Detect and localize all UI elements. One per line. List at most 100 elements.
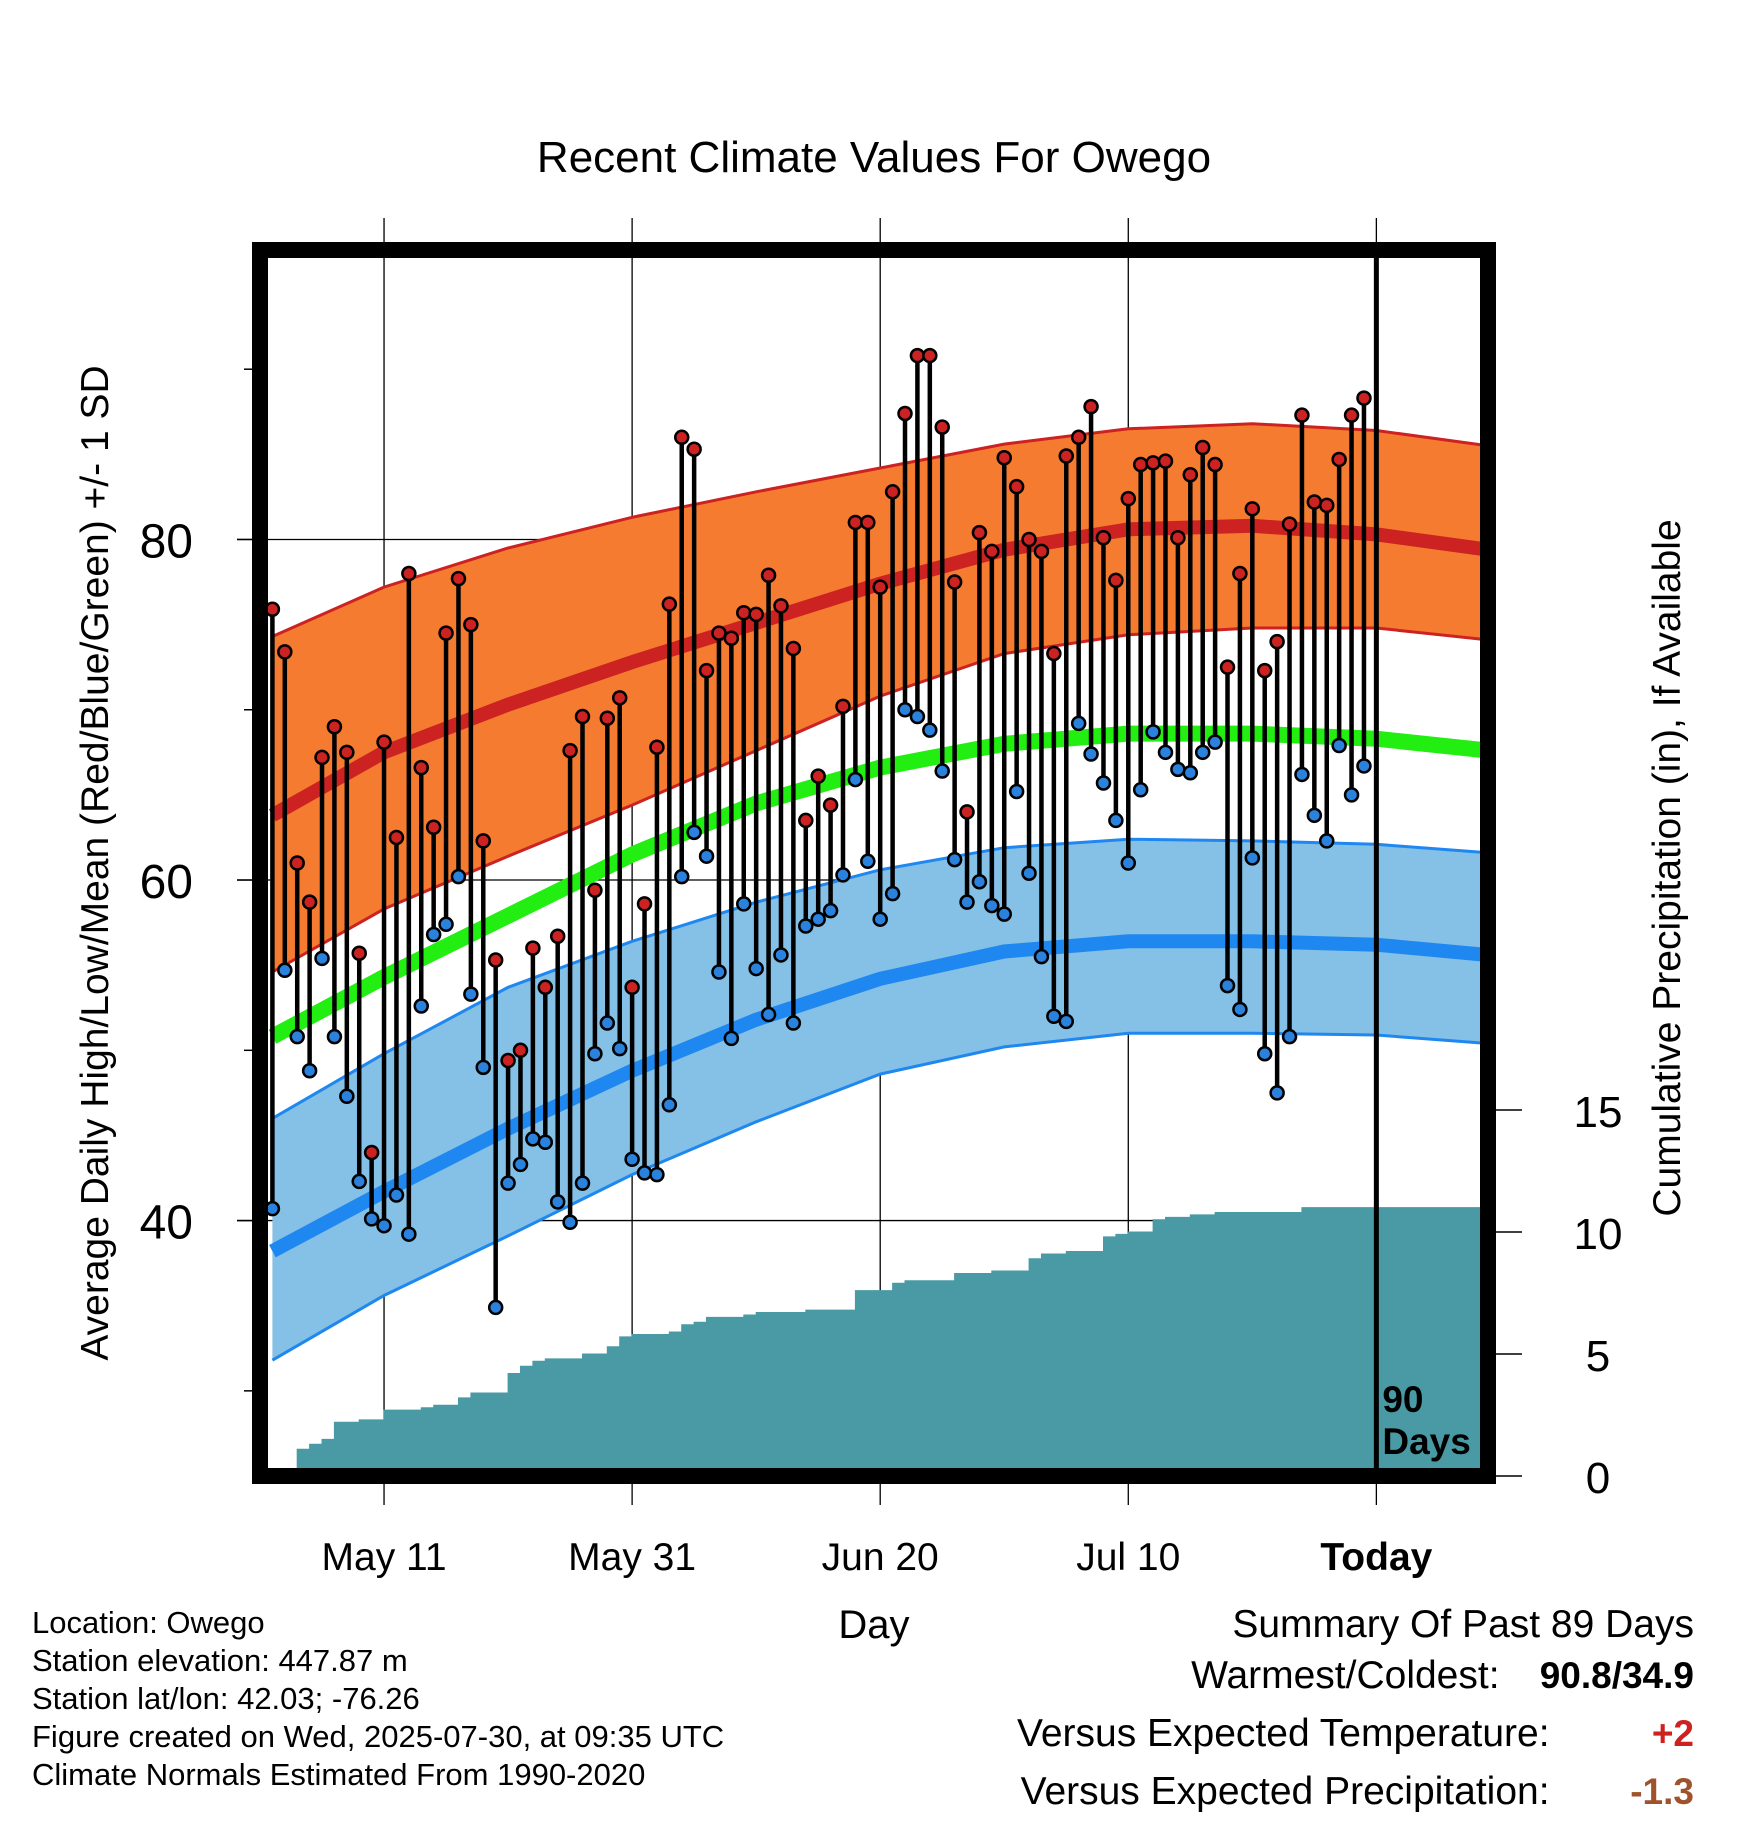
low-point — [971, 873, 988, 890]
high-point — [1331, 451, 1347, 468]
low-point — [1256, 1045, 1273, 1062]
high-point — [401, 565, 417, 582]
low-point — [909, 708, 926, 725]
high-point — [847, 514, 864, 531]
precip-area — [278, 1207, 1488, 1476]
low-point — [1294, 766, 1310, 783]
high-point — [1083, 398, 1099, 415]
low-point — [1182, 765, 1199, 781]
y2-axis-label: Cumulative Precipitation (in), If Availa… — [1646, 519, 1689, 1216]
low-point — [624, 1151, 640, 1168]
today-days-number: 90 — [1382, 1379, 1423, 1420]
high-point — [959, 804, 975, 820]
summary-heading: Summary Of Past 89 Days — [1232, 1603, 1694, 1646]
high-point — [649, 739, 665, 755]
y2-tick-label: 15 — [1574, 1088, 1623, 1137]
low-point — [1356, 758, 1372, 774]
high-point — [599, 710, 616, 727]
low-point — [1070, 715, 1087, 732]
high-point — [1232, 565, 1248, 582]
low-point — [959, 894, 975, 910]
high-point — [1132, 456, 1149, 473]
high-point — [574, 708, 591, 725]
low-point — [1145, 724, 1161, 740]
high-point — [773, 598, 789, 614]
high-point — [872, 579, 888, 595]
high-point — [363, 1144, 380, 1161]
high-point — [909, 347, 926, 364]
high-point — [339, 744, 355, 761]
y-axis-label: Average Daily High/Low/Mean (Red/Blue/Gr… — [74, 365, 117, 1360]
low-point — [810, 911, 826, 927]
y-tick-label: 40 — [140, 1197, 193, 1250]
low-point — [339, 1088, 355, 1105]
low-point — [1219, 977, 1236, 994]
low-point — [326, 1028, 343, 1045]
high-point — [1281, 516, 1298, 532]
high-point — [1356, 390, 1372, 406]
high-point — [1194, 439, 1211, 456]
station-info: Location: Owego Station elevation: 447.8… — [32, 1604, 724, 1794]
elevation-text: Station elevation: 447.87 m — [32, 1643, 408, 1678]
high-point — [798, 812, 814, 829]
low-point — [512, 1156, 529, 1173]
y-tick-label: 80 — [140, 515, 193, 568]
low-point — [376, 1217, 392, 1234]
high-point — [289, 855, 305, 871]
x-tick-label: May 31 — [568, 1536, 696, 1579]
low-point — [388, 1187, 405, 1203]
high-point — [351, 945, 367, 961]
warm-cold-value: 90.8/34.9 — [1539, 1655, 1694, 1696]
low-point — [760, 1006, 777, 1023]
high-point — [698, 662, 715, 679]
high-point — [1021, 531, 1037, 548]
x-tick-label: Jun 20 — [822, 1536, 939, 1579]
high-point — [475, 833, 492, 849]
high-point — [996, 449, 1012, 466]
low-point — [736, 896, 752, 912]
high-point — [562, 742, 578, 759]
low-point — [884, 885, 901, 902]
normals-text: Climate Normals Estimated From 1990-2020 — [32, 1757, 646, 1792]
summary-panel: Summary Of Past 89 Days Warmest/Coldest:… — [1017, 1600, 1694, 1826]
normal-low-line — [269, 934, 1488, 1258]
high-point — [413, 759, 430, 776]
high-point — [686, 441, 702, 457]
daily-range-bars — [264, 347, 1372, 1316]
high-point — [971, 524, 988, 541]
created-text: Figure created on Wed, 2025-07-30, at 09… — [32, 1719, 725, 1754]
low-point — [463, 986, 479, 1002]
high-point — [388, 829, 405, 846]
high-point — [723, 630, 740, 646]
low-point — [1269, 1085, 1285, 1101]
low-point — [711, 964, 727, 980]
chart-title: Recent Climate Values For Owego — [537, 133, 1211, 182]
precip-vs-expected-value: -1.3 — [1630, 1771, 1694, 1812]
high-point — [301, 894, 318, 910]
low-point — [549, 1194, 566, 1210]
y2-tick-label: 10 — [1574, 1210, 1623, 1259]
low-point — [289, 1028, 305, 1045]
low-point — [611, 1040, 628, 1057]
temp-vs-expected-value: +2 — [1651, 1713, 1694, 1754]
high-point — [897, 405, 913, 422]
low-point — [723, 1030, 740, 1047]
high-point — [1207, 456, 1223, 473]
high-point — [277, 644, 293, 660]
low-point — [587, 1045, 603, 1062]
low-point — [1157, 744, 1174, 761]
low-point — [1343, 787, 1360, 803]
high-point — [661, 596, 678, 612]
high-point — [512, 1042, 529, 1059]
low-point — [649, 1166, 665, 1183]
high-point — [673, 429, 690, 446]
low-point — [450, 868, 467, 885]
plot-frame — [252, 242, 1496, 1484]
low-point — [1132, 782, 1149, 798]
low-point — [835, 867, 851, 883]
high-point — [636, 896, 653, 912]
low-point — [413, 998, 430, 1014]
x-axis-label: Day — [838, 1603, 909, 1647]
high-point — [1269, 633, 1285, 650]
